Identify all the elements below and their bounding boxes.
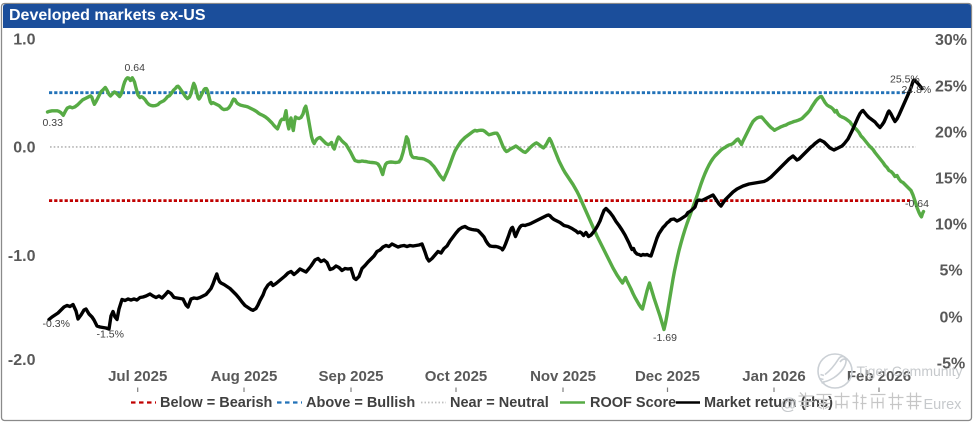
svg-text:Sep 2025: Sep 2025 — [318, 368, 383, 385]
svg-text:Eurex: Eurex — [924, 397, 963, 413]
svg-text:0.0: 0.0 — [13, 140, 35, 157]
svg-text:-0.64: -0.64 — [905, 198, 929, 210]
svg-text:5%: 5% — [939, 263, 962, 280]
svg-text:Below = Bearish: Below = Bearish — [160, 395, 272, 411]
svg-text:Near = Neutral: Near = Neutral — [450, 395, 549, 411]
svg-text:0%: 0% — [939, 309, 962, 326]
svg-text:10%: 10% — [935, 217, 967, 234]
svg-text:-0.3%: -0.3% — [43, 318, 70, 330]
svg-text:Above = Bullish: Above = Bullish — [306, 395, 415, 411]
svg-text:-1.0: -1.0 — [8, 248, 36, 265]
svg-text:Oct 2025: Oct 2025 — [425, 368, 488, 385]
svg-text:-5%: -5% — [937, 356, 965, 373]
svg-text:-1.5%: -1.5% — [97, 329, 124, 341]
svg-text:1.0: 1.0 — [13, 32, 35, 49]
svg-text:Nov 2025: Nov 2025 — [530, 368, 596, 385]
svg-text:0.33: 0.33 — [43, 117, 64, 129]
svg-text:Tiger Community: Tiger Community — [857, 363, 963, 379]
svg-text:0.64: 0.64 — [125, 62, 146, 74]
svg-text:-1.69: -1.69 — [653, 332, 677, 344]
svg-text:24.8%: 24.8% — [902, 84, 932, 96]
svg-text:Jul 2025: Jul 2025 — [108, 368, 167, 385]
svg-text:-2.0: -2.0 — [8, 352, 36, 369]
svg-text:15%: 15% — [935, 171, 967, 188]
svg-text:Dec 2025: Dec 2025 — [635, 368, 700, 385]
svg-text:20%: 20% — [935, 125, 967, 142]
svg-text:Feb 2026: Feb 2026 — [847, 368, 911, 385]
svg-text:Aug 2025: Aug 2025 — [211, 368, 278, 385]
svg-text:Jan 2026: Jan 2026 — [742, 368, 805, 385]
svg-text:@: @ — [780, 395, 797, 414]
svg-text:25%: 25% — [935, 78, 967, 95]
svg-text:ROOF Score: ROOF Score — [590, 395, 676, 411]
svg-text:Developed markets ex-US: Developed markets ex-US — [9, 7, 206, 24]
svg-text:30%: 30% — [935, 32, 967, 49]
svg-text:25.5%: 25.5% — [890, 74, 920, 86]
svg-text:Market return (rhs): Market return (rhs) — [704, 395, 833, 411]
